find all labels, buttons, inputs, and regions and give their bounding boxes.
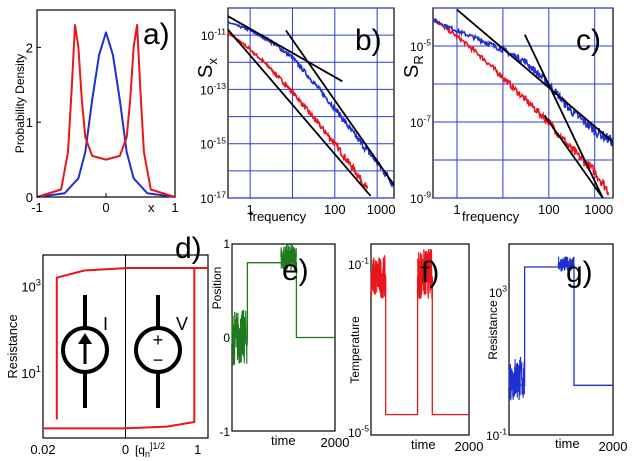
fit-line [285, 29, 395, 186]
tick-label: 1000 [367, 202, 396, 217]
voltage-plus: + [153, 330, 164, 350]
current-arrow-head [78, 333, 92, 344]
panel-g: 103 10-1 2000 time Resistance g) [486, 243, 628, 454]
panel-label: g) [566, 256, 593, 289]
tick-label: 2000 [455, 439, 484, 454]
fit-line [227, 29, 372, 197]
x-axis-label: x [148, 200, 155, 215]
voltage-label: V [176, 314, 188, 334]
noisy-segment [557, 256, 575, 272]
tick-label: 0 [122, 442, 129, 457]
red-density-curve [36, 24, 176, 198]
y-axis-label: SR [401, 55, 426, 78]
panel-e: 1 0 -1 2000 time Position e) [210, 237, 349, 450]
blue-density-curve [36, 31, 176, 198]
panel-f: 10-1 10-5 2000 time Temperature f) [348, 243, 484, 454]
tick-label: 10-1 [348, 256, 369, 272]
x-axis-label: time [271, 433, 296, 448]
voltage-source-symbol [134, 326, 182, 374]
y-axis-label: Temperature [348, 316, 362, 384]
y-axis-label: Position [210, 267, 224, 310]
current-label: I [103, 314, 108, 334]
tick-label: 10-5 [348, 424, 369, 440]
panel-b: 1 100 1000 10-11 10-13 10-15 10-17 frequency Sx b… [195, 7, 396, 224]
y-axis-label: Sx [195, 58, 220, 78]
panel-label: f) [421, 256, 439, 289]
tick-label: 2 [26, 40, 33, 55]
tick-label: 0 [102, 200, 109, 215]
y-axis-label: Resistance [5, 314, 20, 378]
tick-label: 10-5 [410, 38, 431, 54]
tick-label: -1 [219, 425, 230, 439]
noisy-segment [231, 309, 248, 366]
tick-label: 1 [194, 442, 201, 457]
red-spectrum [432, 17, 610, 197]
tick-label: 10-13 [200, 81, 226, 97]
tick-label: 10-9 [410, 190, 431, 206]
panel-label: a) [143, 18, 170, 51]
tick-label: 101 [21, 364, 41, 381]
fit-line [523, 34, 604, 199]
hysteresis-branch [43, 268, 196, 430]
tick-label: 100 [324, 202, 346, 217]
tick-label: 10-17 [200, 190, 226, 206]
noisy-segment [370, 254, 387, 299]
noisy-segment [417, 248, 433, 300]
fit-line [456, 9, 614, 143]
y-axis-label: Resistance [486, 300, 500, 360]
tick-label: 0 [223, 331, 230, 345]
tick-label: 0 [26, 190, 33, 205]
tick-label: 1 [453, 202, 460, 217]
panel-d: 103 101 0.02 0 1 [qn]1/2 Resistance I +−Vd) [5, 232, 209, 459]
noisy-segment [508, 356, 526, 401]
tick-label: -1 [31, 200, 43, 215]
panel-label: d) [175, 232, 202, 265]
x-axis-label: frequency [462, 209, 520, 224]
blue-spectrum [432, 18, 614, 147]
tick-label: 1 [223, 237, 230, 251]
tick-label: 1000 [584, 202, 613, 217]
tick-label: 10-1 [486, 427, 507, 443]
tick-label: 1 [26, 115, 33, 130]
blue-spectrum [227, 21, 395, 188]
voltage-minus: − [153, 350, 164, 370]
panel-label: c) [576, 24, 601, 57]
tick-label: 10-15 [200, 135, 226, 151]
x-axis-label: time [411, 437, 436, 452]
tick-label: 10-7 [410, 114, 431, 130]
noisy-segment [280, 244, 297, 273]
red-trace [371, 276, 469, 416]
tick-label: 1 [247, 202, 254, 217]
plot-frame [227, 7, 395, 199]
tick-label: 103 [489, 284, 507, 300]
tick-label: 10-11 [201, 27, 226, 43]
plot-frame [432, 7, 614, 199]
x-axis-label: frequency [249, 209, 307, 224]
fit-line [227, 15, 343, 83]
tick-label: 0.02 [30, 442, 55, 457]
tick-label: 2000 [599, 439, 628, 454]
x-axis-label: time [555, 436, 580, 451]
tick-label: 2000 [321, 435, 350, 450]
tick-label: 100 [538, 202, 560, 217]
tick-label: 103 [21, 277, 41, 294]
hysteresis-branch [55, 267, 208, 420]
panel-label: b) [355, 24, 382, 57]
y-axis-label: Probability Density [13, 54, 27, 153]
plot-frame [508, 243, 614, 436]
red-spectrum [227, 30, 368, 189]
fit-line [543, 114, 604, 199]
panel-c: 1 100 1000 10-5 10-7 10-9 frequency SR c) [401, 7, 614, 224]
x-axis-label: [qn]1/2 [135, 441, 165, 459]
panel-label: e) [282, 254, 309, 287]
tick-label: 1 [171, 200, 178, 215]
